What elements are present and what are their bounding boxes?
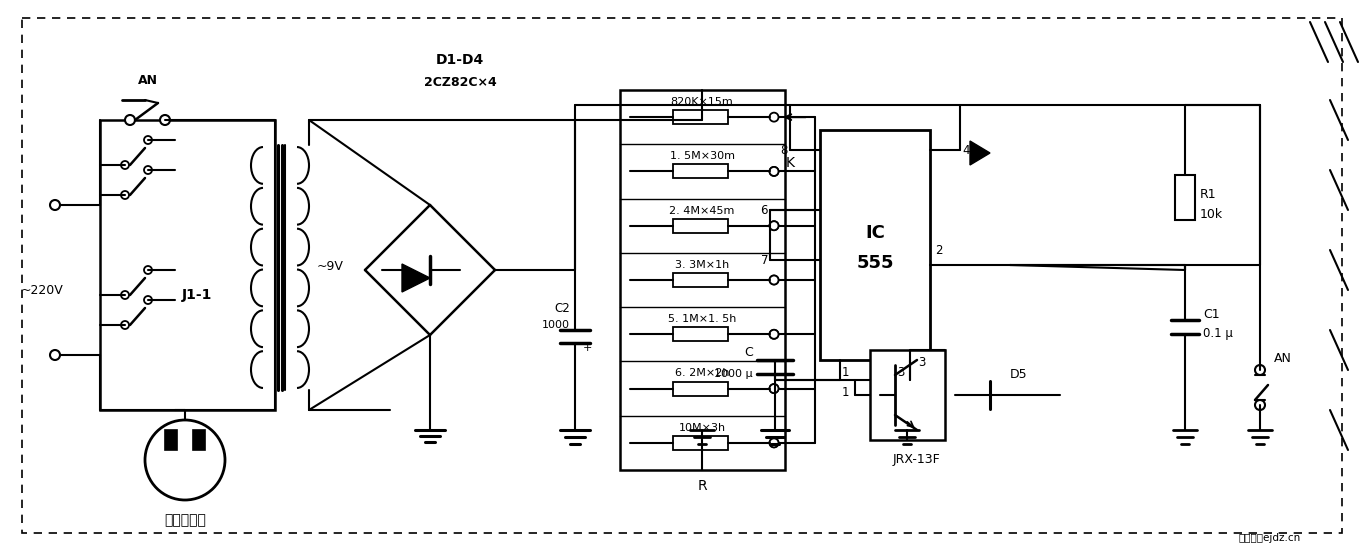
- Circle shape: [125, 115, 135, 125]
- Bar: [870, 350, 945, 440]
- Circle shape: [770, 384, 779, 393]
- Text: 1. 5M×30m: 1. 5M×30m: [670, 151, 734, 161]
- Text: 8: 8: [780, 144, 789, 157]
- Bar: [673, 436, 727, 450]
- Text: 3: 3: [918, 356, 925, 368]
- Circle shape: [50, 200, 60, 210]
- Text: 1: 1: [842, 385, 850, 398]
- Text: D5: D5: [1011, 368, 1027, 381]
- Polygon shape: [402, 264, 430, 292]
- Circle shape: [770, 438, 779, 447]
- Text: 1000: 1000: [542, 320, 571, 330]
- Text: 3. 3M×1h: 3. 3M×1h: [676, 260, 729, 270]
- Bar: [165, 430, 177, 450]
- Text: AN: AN: [1273, 351, 1293, 364]
- Text: C: C: [744, 345, 753, 358]
- Text: 3: 3: [898, 366, 904, 379]
- Bar: [620, 90, 785, 470]
- Circle shape: [144, 420, 225, 500]
- Text: 820K×15m: 820K×15m: [670, 97, 733, 107]
- Bar: [673, 381, 727, 396]
- Text: 2CZ82C×4: 2CZ82C×4: [424, 77, 496, 89]
- Text: 7: 7: [760, 254, 768, 266]
- Circle shape: [770, 384, 779, 393]
- Text: 5. 1M×1. 5h: 5. 1M×1. 5h: [667, 314, 737, 324]
- Bar: [673, 110, 727, 124]
- Circle shape: [770, 438, 779, 447]
- Text: 6: 6: [760, 203, 768, 216]
- Text: JRX-13F: JRX-13F: [893, 454, 941, 466]
- Circle shape: [144, 166, 153, 174]
- Text: 4: 4: [962, 144, 970, 157]
- Bar: [193, 430, 206, 450]
- Circle shape: [144, 136, 153, 144]
- Text: R: R: [697, 479, 707, 493]
- Circle shape: [50, 350, 60, 360]
- Circle shape: [770, 113, 779, 122]
- Polygon shape: [970, 141, 990, 165]
- Bar: [673, 164, 727, 179]
- Bar: [673, 327, 727, 341]
- Text: ~220V: ~220V: [20, 283, 64, 296]
- Text: 6. 2M×2h: 6. 2M×2h: [674, 368, 729, 378]
- Text: 1000 μ: 1000 μ: [715, 369, 753, 379]
- Text: J1-1: J1-1: [181, 288, 212, 302]
- Text: R1: R1: [1200, 189, 1216, 202]
- Text: 2. 4M×45m: 2. 4M×45m: [669, 206, 734, 215]
- Text: IC: IC: [865, 224, 885, 242]
- Text: ~9V: ~9V: [316, 260, 343, 273]
- Text: 555: 555: [857, 254, 893, 272]
- Bar: [820, 130, 930, 360]
- Text: 用电器插座: 用电器插座: [163, 513, 206, 527]
- Circle shape: [770, 221, 779, 230]
- Circle shape: [770, 330, 779, 339]
- Bar: [1175, 175, 1194, 220]
- Circle shape: [121, 321, 129, 329]
- Text: K: K: [786, 156, 794, 170]
- Text: 0.1 μ: 0.1 μ: [1203, 327, 1233, 340]
- Circle shape: [121, 161, 129, 169]
- Text: C1: C1: [1203, 309, 1219, 322]
- Text: +: +: [583, 343, 592, 353]
- Circle shape: [1254, 365, 1265, 375]
- Circle shape: [159, 115, 170, 125]
- Circle shape: [770, 221, 779, 230]
- Circle shape: [144, 266, 153, 274]
- Text: 易家电子ejdz.cn: 易家电子ejdz.cn: [1239, 533, 1301, 543]
- Circle shape: [121, 191, 129, 199]
- Circle shape: [770, 276, 779, 284]
- Circle shape: [770, 330, 779, 339]
- Text: 1: 1: [842, 366, 850, 379]
- Text: 10k: 10k: [1200, 208, 1223, 221]
- Circle shape: [1254, 400, 1265, 410]
- Text: C2: C2: [554, 301, 571, 315]
- Circle shape: [144, 296, 153, 304]
- Bar: [99, 120, 275, 410]
- Bar: [673, 219, 727, 233]
- Circle shape: [121, 291, 129, 299]
- Text: D1-D4: D1-D4: [436, 53, 484, 67]
- Circle shape: [770, 167, 779, 176]
- Circle shape: [770, 167, 779, 176]
- Text: 2: 2: [934, 243, 943, 256]
- Bar: [673, 273, 727, 287]
- Text: AN: AN: [138, 73, 158, 87]
- Text: 10M×3h: 10M×3h: [678, 423, 726, 433]
- Circle shape: [770, 276, 779, 284]
